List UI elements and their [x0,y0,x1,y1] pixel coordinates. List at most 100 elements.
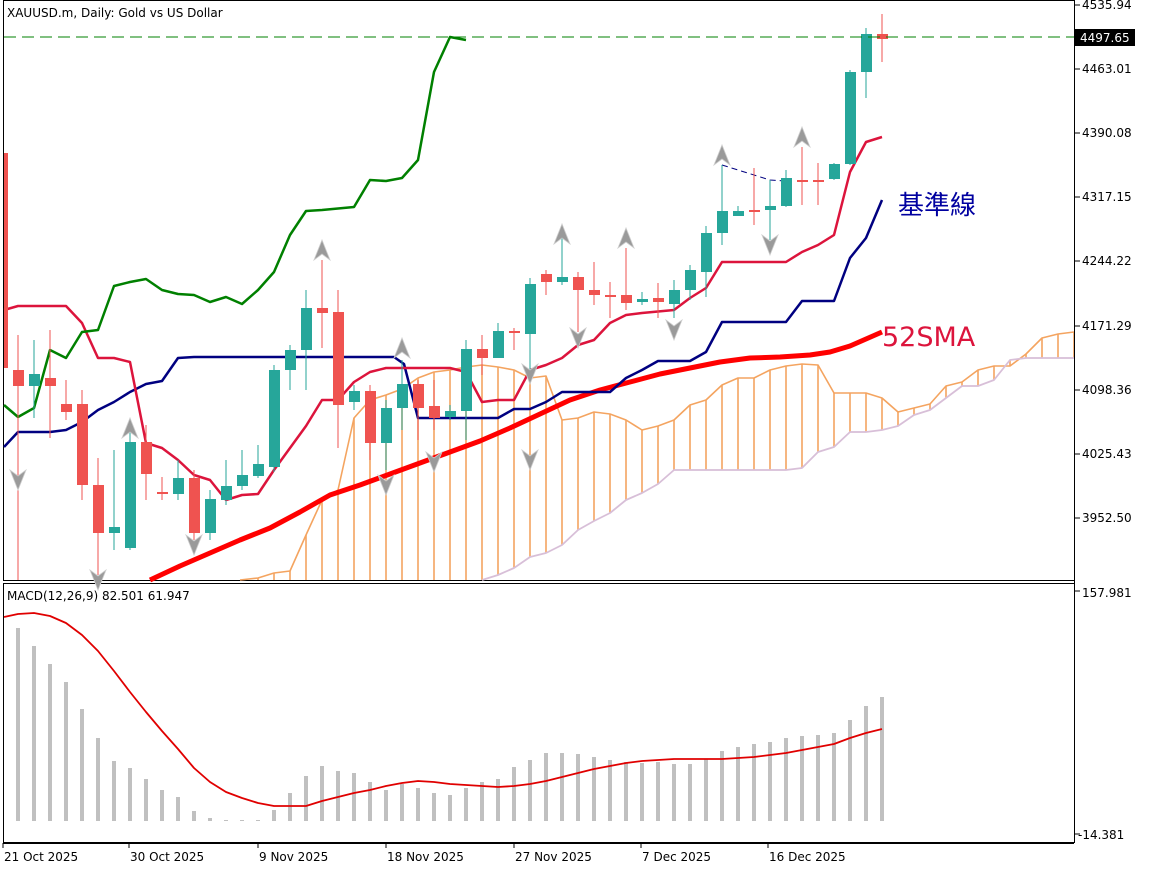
candle [445,411,456,417]
macd-histogram-bar [448,795,452,821]
macd-histogram-bar [736,747,740,821]
candle [269,370,280,467]
candle [525,284,536,334]
price-axis[interactable]: 4535.94 4463.01 4390.08 4317.15 4244.22 4171.… [1074,0,1132,843]
fractal-down-icon [185,533,203,557]
candle [173,478,184,494]
macd-histogram-bar [656,762,660,821]
fractal-up-icon [313,238,331,262]
candle [605,295,616,297]
price-tick-label: 4535.94 [1082,0,1132,12]
macd-histogram-bar [512,767,516,821]
candle [717,211,728,233]
macd-histogram-bar [160,790,164,821]
macd-histogram-bar [752,744,756,821]
fractal-down-icon [521,362,539,386]
fractal-up-icon [553,222,571,246]
candle [493,331,504,358]
macd-histogram-bar [176,797,180,821]
candle [205,499,216,533]
time-axis[interactable]: 21 Oct 2025 30 Oct 2025 9 Nov 2025 18 Nov 2… [2,843,1074,864]
tenkan-line [3,135,883,502]
candle [557,277,568,282]
candle [509,331,520,333]
candle [813,180,824,182]
candle [301,308,312,350]
candle [589,290,600,295]
senkou-span-a-line [239,331,1075,581]
current-price-label: 4497.65 [1080,31,1130,45]
macd-histogram-bar [640,763,644,821]
price-tick-label: 4098.36 [1082,383,1132,397]
macd-histogram-bar [288,793,292,821]
candle [653,298,664,302]
macd-histogram-bar [544,753,548,821]
candle [829,164,840,179]
fractal-arrows [9,125,811,592]
macd-histogram-bar [720,751,724,821]
candle [701,233,712,272]
macd-histogram-bar [64,682,68,821]
candle [317,308,328,313]
fractal-down-icon [521,448,539,472]
macd-histogram-bar [128,768,132,821]
macd-histogram-bar [272,810,276,821]
candle [285,350,296,370]
candle [45,378,56,386]
price-tick-label: 4244.22 [1082,254,1132,268]
macd-label: MACD(12,26,9) 82.501 61.947 [7,589,190,603]
ichimoku-cloud [239,331,1075,581]
macd-histogram-bar [768,742,772,821]
macd-histogram-bar [400,784,404,821]
candle [877,34,888,39]
macd-histogram-bar [48,664,52,821]
candle [189,478,200,533]
macd-histogram-bar [352,773,356,821]
fractal-down-icon [761,233,779,257]
candle [685,270,696,290]
indicator-lines [3,35,884,583]
candle [61,404,72,412]
candle [381,408,392,443]
kijun-annotation: 基準線 [898,191,976,221]
candle [781,178,792,206]
candle [573,277,584,290]
macd-histogram-bar [672,764,676,821]
price-tick-label: 4463.01 [1082,62,1132,76]
candle [237,475,248,486]
macd-histogram-bar [704,759,708,821]
price-tick-label: 4171.29 [1082,319,1132,333]
sma52-line [148,329,884,583]
macd-axis-top: 157.981 [1082,586,1132,600]
fractal-down-icon [377,473,395,497]
time-tick-label: 16 Dec 2025 [769,850,846,864]
fractal-up-icon [713,143,731,167]
price-tick-label: 3952.50 [1082,511,1132,525]
time-tick-label: 18 Nov 2025 [387,850,464,864]
macd-histogram-bar [112,761,116,821]
macd-indicator [3,612,884,821]
candle [541,274,552,282]
macd-histogram-bar [256,820,260,821]
fractal-up-icon [793,125,811,149]
time-tick-label: 7 Dec 2025 [642,850,711,864]
fractal-up-icon [617,226,635,250]
macd-histogram-bar [96,738,100,821]
candle [461,349,472,411]
macd-histogram-bar [32,646,36,821]
candle [413,384,424,408]
macd-histogram-bar [880,697,884,821]
candle [157,492,168,494]
candle [733,211,744,216]
macd-histogram-bar [368,782,372,821]
time-tick-label: 21 Oct 2025 [4,850,78,864]
candle [749,210,760,212]
time-tick-label: 9 Nov 2025 [259,850,328,864]
macd-histogram-bar [592,757,596,821]
macd-histogram-bar [816,735,820,821]
price-tick-label: 4025.43 [1082,447,1132,461]
candlesticks [4,14,888,580]
macd-histogram-bar [464,788,468,821]
